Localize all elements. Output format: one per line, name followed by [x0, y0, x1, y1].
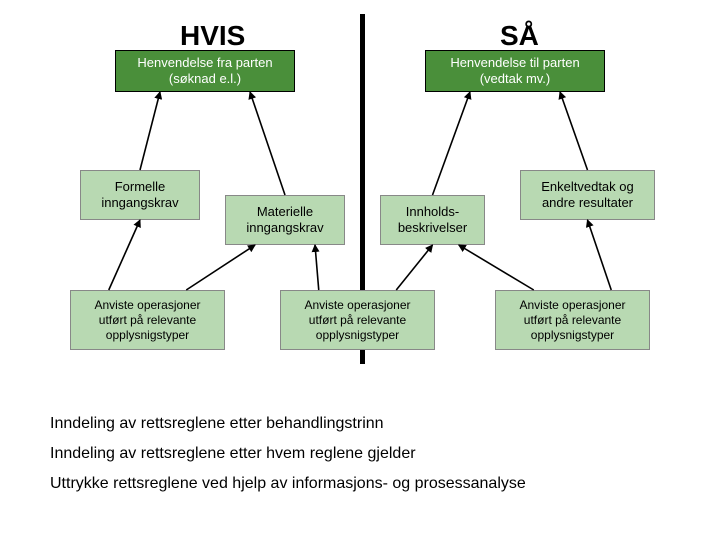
heading-hvis: HVIS — [180, 20, 245, 52]
box-enkeltvedtak-resultater: Enkeltvedtak ogandre resultater — [520, 170, 655, 220]
box-anviste-operasjoner-3: Anviste operasjonerutført på relevanteop… — [495, 290, 650, 350]
box-anviste-operasjoner-2: Anviste operasjonerutført på relevanteop… — [280, 290, 435, 350]
box-anviste-operasjoner-1: Anviste operasjonerutført på relevanteop… — [70, 290, 225, 350]
caption-behandlingstrinn: Inndeling av rettsreglene etter behandli… — [50, 415, 384, 433]
box-innholdsbeskrivelser: Innholds-beskrivelser — [380, 195, 485, 245]
box-henvendelse-fra-parten: Henvendelse fra parten(søknad e.l.) — [115, 50, 295, 92]
box-materielle-inngangskrav: Materielleinngangskrav — [225, 195, 345, 245]
box-henvendelse-til-parten: Henvendelse til parten(vedtak mv.) — [425, 50, 605, 92]
caption-prosessanalyse: Uttrykke rettsreglene ved hjelp av infor… — [50, 475, 526, 493]
diagram-canvas: HVIS SÅ Henvendelse fra parten(søknad e.… — [0, 0, 720, 540]
caption-hvem-gjelder: Inndeling av rettsreglene etter hvem reg… — [50, 445, 416, 463]
box-formelle-inngangskrav: Formelleinngangskrav — [80, 170, 200, 220]
heading-sa: SÅ — [500, 20, 539, 52]
